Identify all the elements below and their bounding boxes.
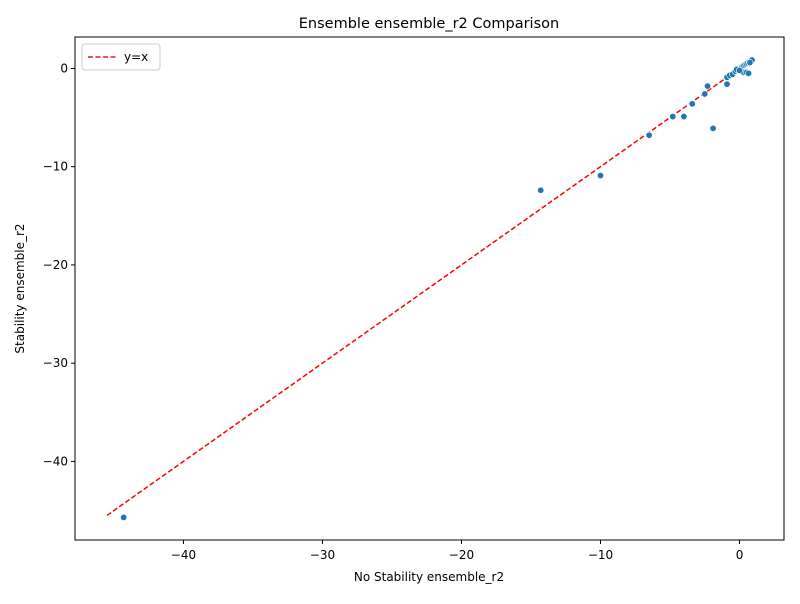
data-point-1 [537, 186, 545, 194]
data-point-7 [701, 90, 709, 98]
x-axis-ticks: −40 −30 −20 −10 0 [171, 540, 744, 562]
x-tick-label: 0 [736, 548, 744, 562]
data-point-5 [680, 113, 688, 121]
y-tick-label: 0 [60, 61, 68, 75]
y-tick-label: −30 [43, 356, 68, 370]
y-axis-ticks: −40 −30 −20 −10 0 [43, 61, 75, 468]
data-points [120, 56, 756, 521]
data-point-0 [120, 513, 128, 521]
data-point-29 [746, 59, 754, 67]
data-point-4 [669, 113, 677, 121]
x-tick-label: −20 [449, 548, 474, 562]
data-point-9 [709, 124, 717, 132]
reference-line-y-equals-x [106, 58, 754, 517]
x-tick-label: −40 [171, 548, 196, 562]
x-tick-label: −30 [310, 548, 335, 562]
reference-line-layer [106, 58, 754, 517]
data-point-2 [596, 172, 604, 180]
data-point-3 [645, 131, 653, 139]
x-axis-label: No Stability ensemble_r2 [354, 570, 504, 584]
y-tick-label: −40 [43, 454, 68, 468]
x-tick-label: −10 [588, 548, 613, 562]
y-tick-label: −20 [43, 258, 68, 272]
chart-title: Ensemble ensemble_r2 Comparison [299, 16, 559, 32]
plot-area [74, 36, 785, 541]
data-point-10 [723, 80, 731, 88]
legend-box [81, 43, 161, 71]
y-tick-label: −10 [43, 160, 68, 174]
y-axis-label: Stability ensemble_r2 [13, 223, 27, 353]
data-point-31 [736, 66, 744, 74]
axes-frame [74, 36, 785, 541]
legend-label: y=x [124, 50, 148, 64]
data-point-6 [688, 100, 696, 108]
legend: y=x [81, 43, 161, 71]
data-point-8 [704, 82, 712, 90]
data-point-28 [745, 69, 753, 77]
